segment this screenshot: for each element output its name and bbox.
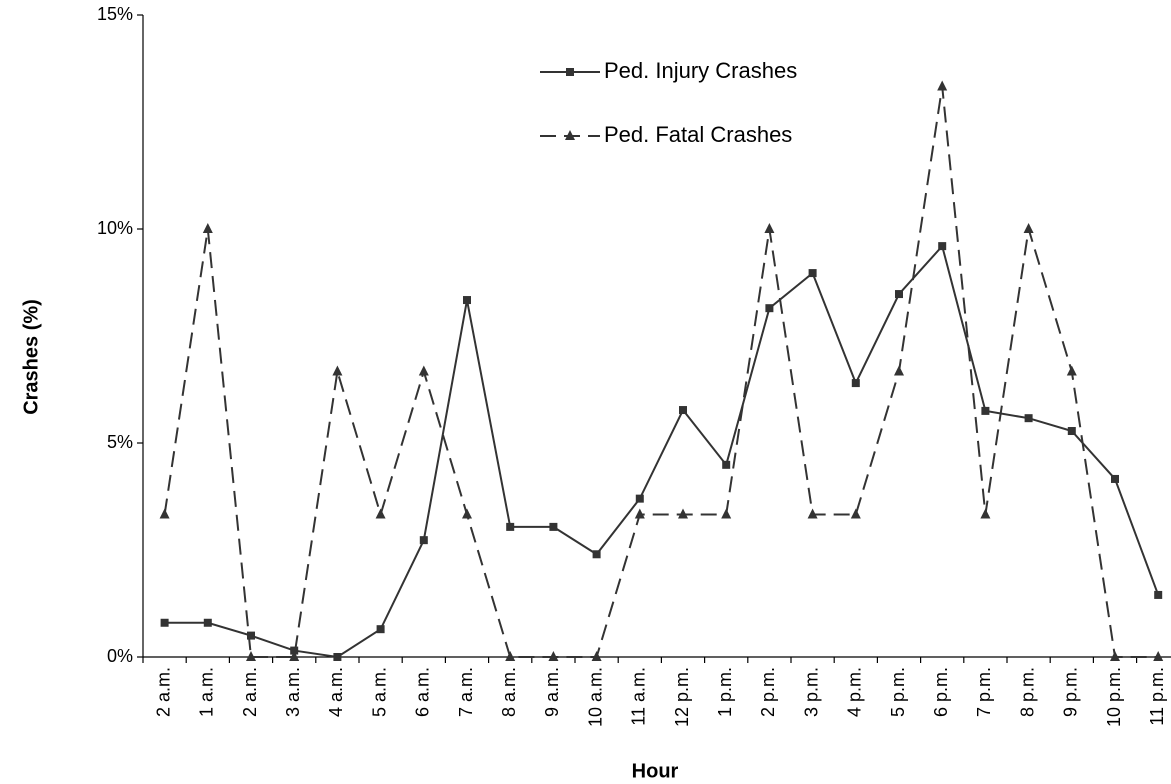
marker: [1024, 414, 1033, 423]
marker: [765, 304, 774, 313]
marker: [895, 290, 903, 299]
x-tick-label: 7 a.m.: [456, 667, 476, 717]
legend-label: Ped. Injury Crashes: [604, 58, 797, 83]
marker: [851, 379, 860, 388]
marker: [203, 618, 212, 627]
marker: [202, 223, 213, 233]
marker: [376, 625, 385, 634]
marker: [980, 508, 991, 519]
x-tick-label: 6 p.m.: [931, 667, 951, 717]
x-tick-label: 10 a.m.: [585, 667, 605, 727]
marker: [549, 522, 558, 531]
marker: [981, 406, 990, 415]
x-tick-label: 4 a.m.: [326, 667, 346, 717]
x-tick-label: 11 a.m.: [629, 667, 649, 726]
marker: [159, 508, 170, 519]
x-tick-label: 9 p.m.: [1061, 667, 1081, 717]
marker: [634, 508, 645, 519]
marker: [160, 618, 169, 627]
x-tick-label: 10 p.m.: [1104, 667, 1124, 727]
marker: [591, 651, 602, 661]
x-tick-label: 1 p.m.: [715, 667, 735, 717]
marker: [592, 550, 601, 559]
marker: [722, 460, 731, 469]
x-tick-label: 12 p.m.: [672, 667, 692, 727]
x-tick-label: 3 p.m.: [801, 667, 821, 717]
marker: [679, 406, 687, 415]
x-tick-label: 8 a.m.: [499, 667, 519, 717]
x-axis-title: Hour: [632, 760, 679, 782]
marker: [1111, 474, 1119, 483]
marker: [289, 651, 300, 661]
x-tick-label: 6 a.m.: [413, 667, 433, 717]
marker: [937, 80, 948, 91]
marker: [1067, 427, 1076, 436]
marker: [764, 223, 775, 233]
x-tick-label: 9 a.m.: [542, 667, 562, 717]
marker: [807, 508, 818, 519]
x-tick-label: 5 p.m.: [888, 667, 908, 717]
marker: [678, 508, 688, 519]
marker: [635, 494, 644, 503]
marker: [1154, 590, 1163, 599]
x-tick-label: 1 a.m.: [197, 667, 217, 717]
marker: [1153, 651, 1164, 661]
legend-marker: [565, 130, 575, 140]
marker: [462, 508, 472, 519]
marker: [333, 653, 342, 661]
marker: [332, 365, 343, 376]
legend-marker: [566, 68, 574, 76]
x-tick-label: 2 p.m.: [758, 667, 778, 717]
marker: [375, 508, 386, 519]
marker: [938, 242, 947, 251]
marker: [419, 536, 428, 545]
marker: [808, 269, 817, 278]
y-axis-title: Crashes (%): [20, 299, 42, 415]
x-tick-label: 3 a.m.: [283, 667, 303, 717]
marker: [894, 365, 904, 376]
series-line: [163, 86, 1159, 658]
x-tick-label: 4 p.m.: [845, 667, 865, 717]
x-tick-label: 7 p.m.: [974, 667, 994, 717]
series-line: [164, 244, 1160, 659]
y-tick-label: 10%: [97, 218, 133, 238]
x-tick-label: 8 p.m.: [1017, 667, 1037, 717]
marker: [463, 296, 471, 305]
marker: [850, 508, 861, 519]
marker: [1066, 365, 1077, 376]
marker: [418, 365, 429, 376]
marker: [1110, 651, 1120, 661]
x-tick-label: 11 p.m.: [1147, 667, 1167, 726]
marker: [721, 508, 732, 519]
marker: [1023, 223, 1034, 233]
marker: [548, 651, 559, 661]
y-tick-label: 0%: [107, 646, 133, 666]
marker: [246, 651, 256, 661]
marker: [505, 651, 516, 661]
x-tick-label: 2 a.m.: [153, 667, 173, 717]
y-tick-label: 15%: [97, 4, 133, 24]
marker: [506, 522, 515, 531]
x-tick-label: 2 a.m.: [240, 667, 260, 717]
y-tick-label: 5%: [107, 432, 133, 452]
legend-label: Ped. Fatal Crashes: [604, 122, 792, 147]
x-tick-label: 5 a.m.: [369, 667, 389, 717]
marker: [247, 631, 255, 640]
